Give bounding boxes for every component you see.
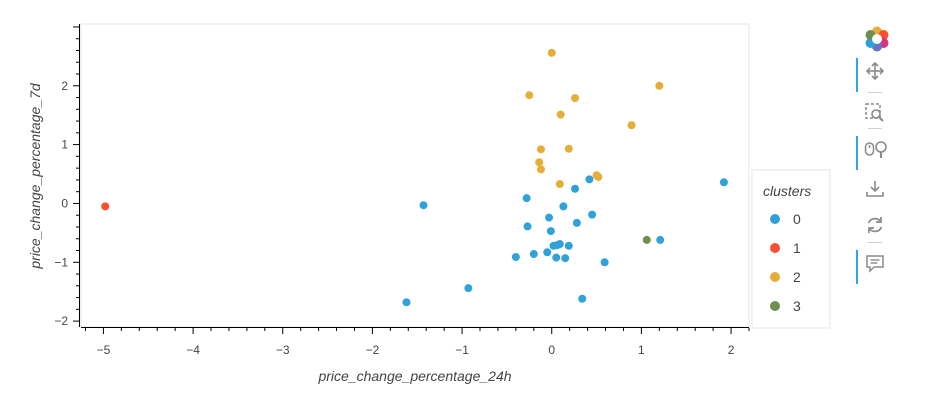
y-axis-title: price_change_percentage_7d	[27, 82, 43, 269]
scatter-point-cluster-0[interactable]	[464, 284, 473, 293]
legend-marker	[770, 272, 780, 282]
scatter-point-cluster-0[interactable]	[402, 298, 411, 307]
y-tick-label: −1	[54, 255, 68, 269]
x-tick-label: 2	[728, 343, 735, 357]
scatter-point-cluster-2[interactable]	[627, 121, 636, 130]
scatter-point-cluster-1[interactable]	[101, 202, 110, 211]
toolbar	[856, 20, 896, 290]
scatter-point-cluster-0[interactable]	[571, 184, 580, 193]
save-tool[interactable]	[856, 174, 896, 204]
x-tick-label: 1	[638, 343, 645, 357]
x-tick-label: −3	[276, 343, 290, 357]
legend-label: 2	[793, 269, 801, 285]
scatter-point-cluster-0[interactable]	[552, 253, 561, 262]
y-tick-label: −2	[54, 314, 68, 328]
bokeh-logo[interactable]	[856, 22, 896, 52]
save-icon	[866, 181, 884, 197]
legend-label: 3	[793, 298, 801, 314]
x-tick-label: −1	[455, 343, 469, 357]
box-zoom-tool[interactable]	[856, 98, 896, 128]
hover-tool[interactable]	[856, 248, 896, 284]
data-points	[101, 48, 728, 307]
scatter-point-cluster-0[interactable]	[600, 258, 609, 267]
toolbar-separator	[868, 242, 882, 243]
scatter-point-cluster-0[interactable]	[522, 194, 531, 203]
box-zoom-icon	[865, 103, 884, 122]
scatter-point-cluster-2[interactable]	[571, 94, 580, 103]
legend-marker	[770, 214, 780, 224]
legend-label: 1	[793, 240, 801, 256]
wheel-zoom-tool[interactable]	[856, 134, 896, 170]
x-tick-label: 0	[548, 343, 555, 357]
x-axis-title: price_change_percentage_24h	[317, 368, 511, 384]
x-ticks: −5 −4 −3 −2 −1 0 1 2	[84, 328, 750, 357]
legend-box	[751, 169, 831, 329]
wheel-zoom-icon	[864, 141, 887, 158]
scatter-point-cluster-3[interactable]	[642, 235, 651, 244]
scatter-point-cluster-0[interactable]	[511, 252, 520, 261]
scatter-point-cluster-0[interactable]	[572, 218, 581, 227]
pan-icon	[865, 61, 885, 81]
scatter-point-cluster-0[interactable]	[564, 241, 573, 250]
legend-marker	[770, 301, 780, 311]
axes: −5 −4 −3 −2 −1 0 1 2 −2 −1 0 1 2	[54, 24, 750, 357]
scatter-point-cluster-0[interactable]	[555, 240, 564, 249]
scatter-point-cluster-0[interactable]	[719, 178, 728, 187]
toolbar-separator	[868, 128, 882, 129]
scatter-point-cluster-2[interactable]	[547, 48, 556, 57]
x-tick-label: −2	[366, 343, 380, 357]
scatter-point-cluster-0[interactable]	[529, 250, 538, 259]
scatter-point-cluster-2[interactable]	[594, 172, 603, 181]
scatter-point-cluster-0[interactable]	[656, 235, 665, 244]
toolbar-separator	[868, 92, 882, 93]
scatter-point-cluster-2[interactable]	[525, 91, 534, 100]
pan-tool[interactable]	[856, 56, 896, 92]
scatter-point-cluster-2[interactable]	[655, 81, 664, 90]
scatter-point-cluster-0[interactable]	[585, 175, 594, 184]
bokeh-logo-icon	[865, 26, 889, 52]
y-tick-label: 1	[61, 138, 68, 152]
scatter-point-cluster-0[interactable]	[546, 227, 555, 236]
y-tick-label: 0	[61, 196, 68, 210]
legend-label: 0	[793, 211, 801, 227]
scatter-point-cluster-0[interactable]	[523, 222, 532, 231]
scatter-point-cluster-0[interactable]	[419, 201, 428, 210]
y-tick-label: 2	[61, 79, 68, 93]
legend[interactable]: clusters 0 1 2 3	[751, 169, 831, 329]
scatter-point-cluster-0[interactable]	[578, 294, 587, 303]
scatter-point-cluster-0[interactable]	[545, 213, 554, 222]
scatter-point-cluster-0[interactable]	[543, 248, 552, 257]
scatter-point-cluster-0[interactable]	[588, 210, 597, 219]
scatter-point-cluster-0[interactable]	[561, 254, 570, 263]
reset-icon	[867, 217, 883, 233]
legend-title: clusters	[763, 183, 811, 199]
scatter-point-cluster-2[interactable]	[556, 110, 565, 119]
reset-tool[interactable]	[856, 210, 896, 240]
scatter-point-cluster-2[interactable]	[536, 145, 545, 154]
scatter-point-cluster-2[interactable]	[536, 165, 545, 174]
legend-items: 0 1 2 3	[770, 211, 801, 314]
legend-marker	[770, 243, 780, 253]
scatter-point-cluster-0[interactable]	[559, 202, 568, 211]
scatter-point-cluster-2[interactable]	[555, 180, 564, 189]
x-tick-label: −4	[186, 343, 200, 357]
plot-area[interactable]	[80, 23, 750, 328]
scatter-point-cluster-2[interactable]	[564, 144, 573, 153]
x-tick-label: −5	[97, 343, 111, 357]
scatter-point-cluster-2[interactable]	[535, 158, 544, 167]
y-ticks: −2 −1 0 1 2	[54, 26, 79, 328]
hover-icon	[866, 255, 884, 273]
